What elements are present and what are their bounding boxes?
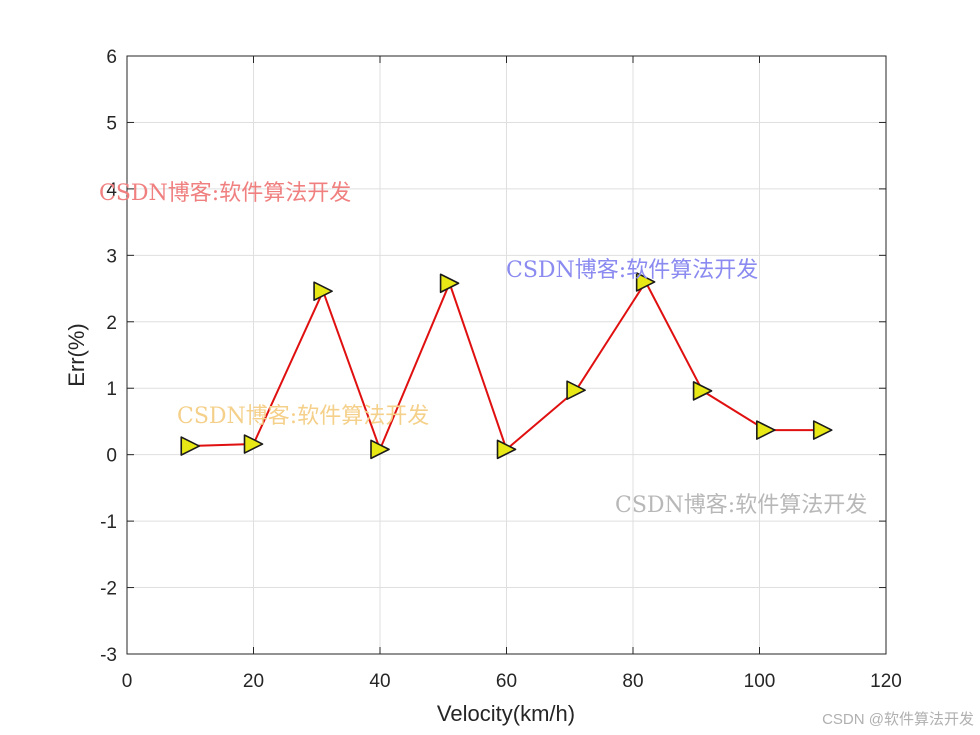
y-tick-label: 0 (106, 446, 117, 467)
axes: 0 20 40 60 80 100 120 -3 -2 -1 0 1 2 3 4 5 6 (100, 47, 902, 692)
x-tick-label: 20 (243, 671, 264, 692)
series (180, 272, 833, 460)
watermark-text: CSDN博客:软件算法开发 (177, 404, 429, 429)
y-tick-label: -1 (100, 512, 117, 533)
y-tick-label: -2 (100, 579, 117, 600)
x-tick-label: 80 (622, 671, 643, 692)
watermarks: CSDN博客:软件算法开发 CSDN博客:软件算法开发 CSDN博客:软件算法开… (99, 181, 867, 518)
x-tick-label: 0 (122, 671, 133, 692)
watermark-text: CSDN博客:软件算法开发 (615, 493, 867, 518)
y-tick-label: 4 (106, 180, 117, 201)
x-tick-label: 120 (870, 671, 902, 692)
x-tick-label: 40 (369, 671, 390, 692)
data-point-marker (692, 381, 713, 401)
y-axis-label: Err(%) (64, 323, 89, 387)
y-tick-label: 2 (106, 313, 117, 334)
data-point-marker (370, 439, 390, 460)
y-tick-label: 3 (106, 246, 117, 267)
data-point-marker (180, 436, 201, 456)
data-point-marker (566, 380, 586, 401)
x-tick-label: 100 (744, 671, 776, 692)
grid (127, 56, 886, 654)
data-point-marker (635, 272, 656, 292)
y-tick-label: 5 (106, 113, 117, 134)
y-tick-label: 1 (106, 379, 117, 400)
data-point-marker (439, 273, 460, 294)
data-point-marker (243, 434, 264, 454)
data-point-marker (313, 281, 333, 302)
watermark-text: CSDN博客:软件算法开发 (99, 181, 351, 206)
credit-text: CSDN @软件算法开发 (822, 710, 974, 728)
x-tick-label: 60 (496, 671, 517, 692)
data-point-marker (496, 439, 517, 460)
y-tick-label: 6 (106, 47, 117, 68)
watermark-text: CSDN博客:软件算法开发 (506, 258, 758, 283)
data-point-marker (756, 420, 776, 440)
x-axis-label: Velocity(km/h) (437, 701, 575, 726)
y-tick-label: -3 (100, 645, 117, 666)
data-point-marker (812, 420, 833, 440)
